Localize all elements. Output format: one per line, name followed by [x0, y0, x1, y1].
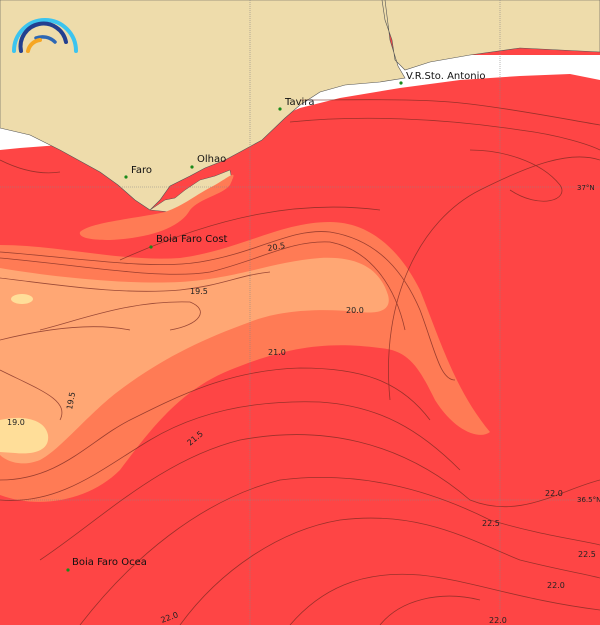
wave-arcs-logo-icon	[12, 18, 78, 53]
place-label: Olhao	[197, 154, 226, 165]
sst-coolest-area	[0, 417, 49, 454]
contour-label: 22.0	[545, 489, 563, 498]
station-markers	[66, 81, 403, 572]
contour-label: 20.0	[346, 306, 364, 315]
contour-label: 22.0	[489, 616, 507, 625]
place-label: V.R.Sto. Antonio	[406, 71, 486, 82]
latitude-label: 36.5°N	[577, 496, 600, 504]
sst-cool-area	[0, 257, 389, 464]
place-marker-faro	[124, 175, 128, 179]
station-label: Boia Faro Cost	[156, 234, 228, 245]
place-marker-olhao	[190, 165, 194, 169]
place-marker-tavira	[278, 107, 282, 111]
station-marker-boia-faro-ocea[interactable]	[66, 568, 70, 572]
latitude-label: 37°N	[577, 184, 595, 192]
contour-label: 22.0	[547, 581, 565, 590]
place-label: Faro	[131, 165, 152, 176]
contour-label: 19.5	[190, 287, 208, 296]
contour-label: 22.5	[578, 550, 596, 559]
contour-label: 22.5	[482, 519, 500, 528]
station-marker-boia-faro-cost[interactable]	[149, 245, 153, 249]
sst-mid-area	[79, 174, 234, 240]
contour-label: 21.0	[268, 348, 286, 357]
land-area	[0, 0, 600, 211]
contour-label: 20.5	[267, 241, 286, 253]
sst-coolest-area	[11, 294, 33, 304]
place-marker-vrsa	[399, 81, 403, 85]
place-label: Tavira	[284, 97, 315, 108]
contour-label: 19.0	[7, 418, 25, 427]
contour-label: 19.5	[65, 391, 77, 410]
station-label: Boia Faro Ocea	[72, 557, 147, 568]
isotherm-contours	[0, 99, 600, 625]
